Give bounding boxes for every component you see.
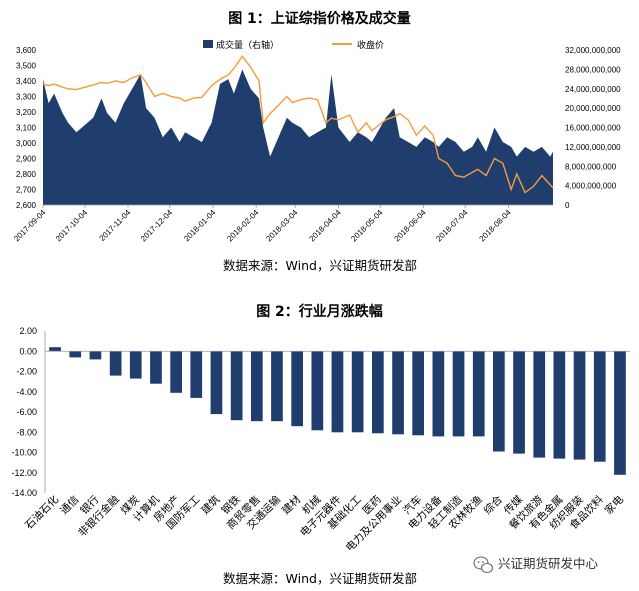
x-tick-label: 2018-01-04: [182, 208, 218, 244]
left-tick-label: 2,700: [16, 186, 37, 195]
bar: [129, 351, 142, 379]
category-label: 家电: [602, 493, 626, 517]
left-tick-label: 3,000: [16, 139, 37, 148]
chart2-x-axis: 石油石化通信银行非银行金融煤炭计算机房地产国防军工建筑钢铁商贸零售交通运输建材机…: [22, 493, 626, 555]
bar: [251, 351, 263, 422]
y-tick-label: 2.00: [19, 326, 37, 336]
x-tick-label: 2018-02-04: [225, 208, 261, 244]
bar: [614, 351, 626, 475]
x-tick-label: 2018-03-04: [264, 208, 300, 244]
y-tick-label: -8.00: [16, 427, 37, 437]
right-tick-label: 24,000,000,000: [565, 85, 621, 94]
chart1-x-axis: 2017-09-04 2017-10-04 2017-11-04 2017-12-04…: [12, 205, 513, 243]
right-tick-label: 28,000,000,000: [565, 65, 621, 74]
left-tick-label: 2,900: [16, 155, 37, 164]
bar: [351, 351, 364, 433]
bar: [291, 351, 303, 427]
right-tick-label: 0: [565, 201, 570, 210]
x-tick-label: 2017-09-04: [12, 208, 48, 244]
left-tick-label: 3,100: [16, 124, 37, 133]
y-tick-label: -4.00: [16, 387, 37, 397]
watermark-text: 兴证期货研发中心: [498, 556, 599, 571]
category-label: 石油石化: [22, 493, 61, 532]
chart1-source: 数据来源：Wind，兴证期货研发部: [223, 258, 417, 273]
bar: [331, 351, 344, 433]
bar: [271, 351, 283, 422]
chart2-title: 图 2：行业月涨跌幅: [256, 303, 383, 320]
bar: [412, 351, 424, 436]
bar: [230, 351, 243, 421]
y-tick-label: -2.00: [16, 367, 37, 377]
bar: [210, 351, 223, 415]
bar: [573, 351, 586, 460]
category-label: 通信: [58, 494, 81, 517]
right-tick-label: 20,000,000,000: [565, 104, 621, 113]
bar: [493, 351, 505, 452]
y-tick-label: -10.00: [11, 448, 37, 458]
x-tick-label: 2018-04-04: [308, 208, 344, 244]
chart2-y-axis: 2.00 0.00 -2.00 -4.00 -6.00 -8.00 -10.00 -12.00…: [11, 326, 46, 498]
bar: [533, 351, 546, 458]
close-price-line-series: [42, 55, 554, 194]
category-label: 建材: [279, 493, 303, 517]
y-tick-label: 0.00: [19, 346, 37, 356]
bar: [392, 351, 404, 435]
left-tick-label: 3,200: [16, 108, 37, 117]
left-tick-label: 2,800: [16, 170, 37, 179]
left-tick-label: 3,300: [16, 93, 37, 102]
bar: [311, 351, 324, 431]
y-tick-label: -6.00: [16, 407, 37, 417]
y-tick-label: -12.00: [11, 468, 37, 478]
bar: [109, 351, 122, 376]
bar: [49, 347, 61, 352]
bar: [452, 351, 465, 437]
category-label: 建筑: [199, 493, 223, 517]
x-tick-label: 2018-07-04: [434, 208, 470, 244]
x-tick-label: 2017-12-04: [139, 208, 175, 244]
chart2-plot-area: [45, 347, 630, 475]
bar: [69, 351, 82, 358]
chart1-plot-area: [42, 55, 554, 206]
watermark: 兴证期货研发中心: [473, 556, 599, 574]
right-tick-label: 8,000,000,000: [565, 162, 617, 171]
category-label: 综合: [481, 493, 505, 517]
legend-volume-swatch: [203, 40, 213, 48]
bar: [472, 351, 485, 437]
bar: [553, 351, 566, 459]
x-tick-label: 2018-08-04: [478, 208, 514, 244]
bar: [190, 351, 203, 398]
right-tick-label: 32,000,000,000: [565, 46, 621, 55]
chart1-right-axis: 32,000,000,000 28,000,000,000 24,000,000,0…: [565, 46, 621, 210]
x-tick-label: 2017-10-04: [54, 208, 90, 244]
legend-close-label: 收盘价: [357, 39, 384, 51]
left-tick-label: 3,600: [16, 46, 37, 55]
x-tick-label: 2018-05-04: [349, 208, 385, 244]
bar: [89, 351, 102, 360]
bar: [170, 351, 182, 393]
chart2-source: 数据来源：Wind，兴证期货研发部: [223, 571, 417, 586]
left-tick-label: 2,600: [16, 201, 37, 210]
chart1-title: 图 1：上证综指价格及成交量: [228, 10, 411, 27]
right-tick-label: 16,000,000,000: [565, 124, 621, 133]
volume-area-series: [43, 69, 553, 206]
y-tick-label: -14.00: [11, 488, 37, 498]
wechat-icon: [473, 556, 494, 574]
legend-volume-label: 成交量（右轴）: [216, 39, 279, 51]
bar: [372, 351, 384, 434]
chart1-legend: 成交量（右轴） 收盘价: [203, 39, 384, 51]
chart1-left-axis: 3,600 3,500 3,400 3,300 3,200 3,100 3,000 2,900…: [16, 46, 37, 210]
left-tick-label: 3,500: [16, 62, 37, 71]
bar: [593, 351, 606, 462]
bar: [513, 351, 525, 454]
bar: [432, 351, 445, 437]
x-tick-label: 2018-06-04: [393, 208, 429, 244]
x-tick-label: 2017-11-04: [98, 208, 133, 243]
bar: [150, 351, 162, 384]
right-tick-label: 12,000,000,000: [565, 143, 621, 152]
right-tick-label: 4,000,000,000: [565, 182, 617, 191]
left-tick-label: 3,400: [16, 77, 37, 86]
